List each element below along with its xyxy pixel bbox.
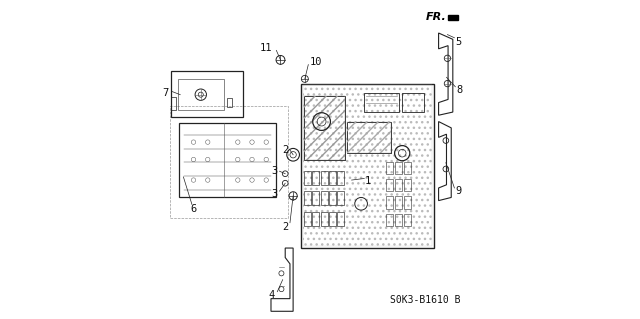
Bar [337, 191, 344, 205]
Circle shape [276, 56, 285, 64]
Text: 8: 8 [456, 85, 463, 95]
Bar [364, 93, 399, 112]
Bar [347, 122, 391, 153]
Text: 2: 2 [282, 221, 289, 232]
Text: 3: 3 [271, 189, 277, 199]
Bar [304, 96, 346, 160]
Bar [304, 96, 346, 160]
Bar [337, 212, 344, 226]
Text: 2: 2 [282, 145, 289, 155]
Bar [301, 84, 434, 248]
Bar [303, 85, 432, 247]
Bar [387, 162, 394, 174]
Bar [321, 191, 328, 205]
Text: 7: 7 [162, 88, 168, 98]
Bar [396, 214, 402, 226]
Bar [387, 179, 394, 191]
Text: 11: 11 [259, 43, 272, 53]
Bar [304, 171, 311, 185]
Text: 6: 6 [190, 204, 196, 213]
Bar [172, 97, 176, 110]
Circle shape [289, 192, 297, 200]
Circle shape [301, 75, 308, 82]
Bar [404, 197, 411, 209]
Bar [337, 171, 344, 185]
Text: 10: 10 [310, 57, 323, 67]
Polygon shape [448, 15, 458, 20]
Bar [402, 93, 424, 112]
Bar [227, 99, 232, 107]
Bar [396, 179, 402, 191]
Bar [170, 106, 289, 218]
Bar [178, 79, 223, 110]
Bar [321, 171, 328, 185]
Bar [404, 162, 411, 174]
Bar [396, 162, 402, 174]
Text: 1: 1 [365, 176, 371, 186]
Bar [329, 171, 336, 185]
Circle shape [282, 180, 288, 186]
Bar [312, 171, 319, 185]
Bar [396, 197, 402, 209]
Bar [179, 123, 276, 197]
Bar [312, 212, 319, 226]
Bar [404, 179, 411, 191]
Bar [387, 197, 394, 209]
Bar [329, 212, 336, 226]
Bar [312, 191, 319, 205]
Text: 9: 9 [455, 186, 461, 196]
Bar [329, 191, 336, 205]
Bar [172, 71, 243, 117]
Bar [304, 212, 311, 226]
Bar [304, 191, 311, 205]
Text: 3: 3 [271, 166, 277, 176]
Bar [404, 214, 411, 226]
Circle shape [282, 171, 288, 177]
Text: FR.: FR. [426, 12, 447, 22]
Text: S0K3-B1610 B: S0K3-B1610 B [390, 295, 460, 305]
Bar [387, 214, 394, 226]
Bar [321, 212, 328, 226]
Text: 4: 4 [269, 290, 275, 300]
Text: 5: 5 [455, 37, 461, 47]
Bar [347, 122, 391, 153]
